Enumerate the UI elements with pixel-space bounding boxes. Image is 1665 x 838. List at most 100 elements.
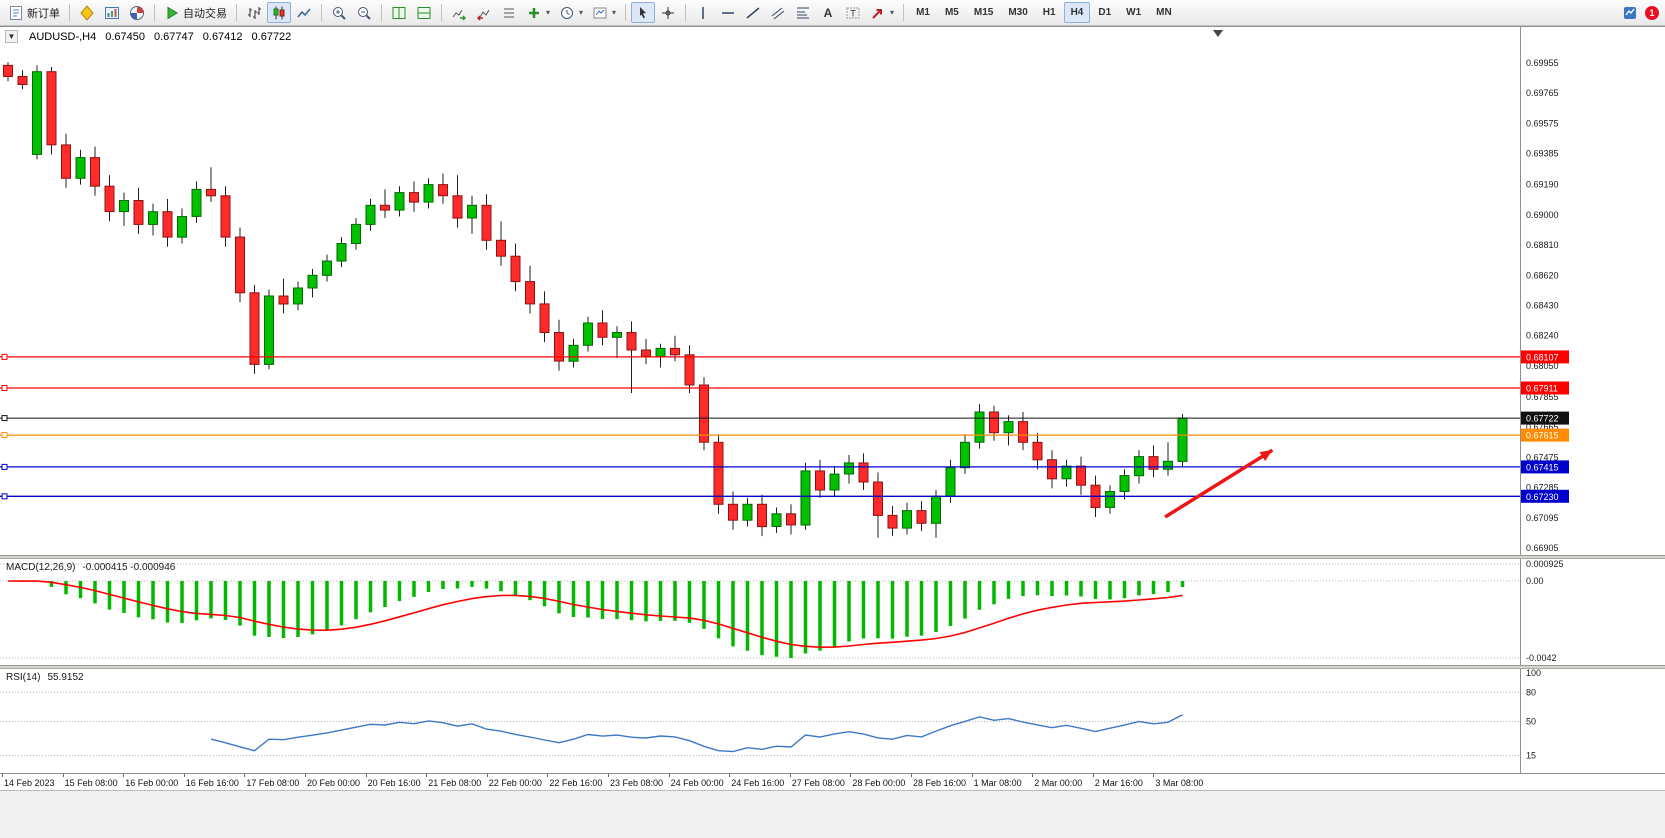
vertical-line-tool[interactable] [691, 2, 715, 23]
text-tool[interactable]: A [816, 2, 840, 23]
pane-separator[interactable] [0, 555, 1665, 559]
clock-icon [559, 5, 575, 21]
zoom-out-button[interactable] [352, 2, 376, 23]
charts-window-button[interactable] [100, 2, 124, 23]
svg-text:0.68107: 0.68107 [1526, 352, 1559, 362]
chart-shift-button[interactable] [472, 2, 496, 23]
line-handle-icon [1, 463, 8, 470]
time-label: 16 Feb 16:00 [185, 778, 239, 788]
timeframe-m30[interactable]: M30 [1001, 2, 1034, 23]
bar-chart-button[interactable] [242, 2, 266, 23]
horizontal-line-tool[interactable] [716, 2, 740, 23]
add-indicator-button[interactable]: ▾ [522, 2, 554, 23]
svg-text:50: 50 [1526, 717, 1536, 727]
crosshair-icon [660, 5, 676, 21]
rsi-pane[interactable]: 100 80 50 15 RSI(14) 55.9152 [0, 669, 1665, 773]
resistance-line-2[interactable] [0, 385, 1520, 391]
chevron-down-icon: ▾ [546, 8, 551, 17]
pivot-line[interactable] [0, 432, 1520, 439]
line-chart-icon [296, 5, 312, 21]
autotrading-button[interactable]: 自动交易 [160, 2, 231, 23]
time-axis[interactable]: 14 Feb 2023 15 Feb 08:00 16 Feb 00:00 16 Fe… [0, 773, 1665, 791]
timeframe-d1[interactable]: D1 [1091, 2, 1118, 23]
line-chart-button[interactable] [292, 2, 316, 23]
chart-collapse-button[interactable]: ▼ [5, 30, 18, 43]
candlestick-chart-button[interactable] [267, 2, 291, 23]
svg-text:0.68050: 0.68050 [1526, 361, 1559, 371]
object-list-button[interactable] [497, 2, 521, 23]
periods-button[interactable]: ▾ [555, 2, 587, 23]
trend-arrow[interactable] [1164, 448, 1274, 519]
support-line-1[interactable] [0, 463, 1520, 470]
text-label-tool[interactable]: T [841, 2, 865, 23]
timeframe-h1[interactable]: H1 [1036, 2, 1063, 23]
time-label: 2 Mar 00:00 [1034, 778, 1083, 788]
svg-text:0.69385: 0.69385 [1526, 149, 1559, 159]
time-label: 15 Feb 08:00 [64, 778, 118, 788]
news-button[interactable] [1618, 2, 1642, 23]
ohlc-high: 0.67747 [154, 30, 194, 43]
chart-shift-marker[interactable] [1213, 30, 1223, 37]
time-label: 3 Mar 08:00 [1155, 778, 1204, 788]
svg-text:0.67230: 0.67230 [1526, 492, 1559, 502]
bar-chart-icon [246, 5, 262, 21]
templates-button[interactable]: ▾ [588, 2, 620, 23]
rsi-line [210, 714, 1183, 753]
alerts-icon [1622, 5, 1638, 21]
macd-values: -0.000415 -0.000946 [82, 562, 176, 573]
timeframe-w1[interactable]: W1 [1119, 2, 1148, 23]
price-pane[interactable]: 0.69955 0.69765 0.69575 0.69385 0.69190 0.690… [0, 27, 1665, 555]
new-order-button[interactable]: 新订单 [4, 2, 64, 23]
time-tick [305, 774, 306, 777]
svg-text:0.67665: 0.67665 [1526, 422, 1559, 432]
cursor-tool-button[interactable] [631, 2, 656, 23]
toolbar-separator [625, 4, 627, 21]
pane-separator[interactable] [0, 665, 1665, 669]
resistance-line-1[interactable] [0, 353, 1520, 360]
new-chart-button[interactable] [412, 2, 436, 23]
macd-pane[interactable]: 0.000925 0.00 -0.0042 MACD(12,26,9) -0.000… [0, 559, 1665, 665]
svg-text:80: 80 [1526, 687, 1536, 697]
crosshair-tool-button[interactable] [656, 2, 680, 23]
charts-tile-icon [104, 5, 120, 21]
market-watch-button[interactable] [125, 2, 149, 23]
chart-symbol-period: AUDUSD-,H4 [29, 30, 97, 43]
current-price-line[interactable] [0, 415, 1520, 422]
svg-text:0.69765: 0.69765 [1526, 88, 1559, 98]
fibonacci-tool[interactable] [791, 2, 815, 23]
timeframe-m15[interactable]: M15 [967, 2, 1000, 23]
timeframe-h4[interactable]: H4 [1063, 2, 1091, 23]
channel-tool[interactable] [766, 2, 790, 23]
zoom-in-button[interactable] [327, 2, 351, 23]
arrows-tool[interactable]: ▾ [866, 2, 898, 23]
time-tick [547, 774, 549, 777]
time-tick [365, 774, 367, 777]
macd-axis-labels: 0.000925 0.00 -0.0042 [1526, 559, 1564, 663]
rsi-chart-svg: 100 80 50 15 [0, 669, 1541, 773]
support-line-2[interactable] [0, 493, 1520, 500]
macd-chart-svg: 0.000925 0.00 -0.0042 [0, 559, 1564, 665]
tile-windows-button[interactable] [387, 2, 411, 23]
bottom-strip [0, 790, 1665, 838]
timeframe-m15-label: M15 [973, 7, 994, 18]
candle-chart-icon [271, 5, 287, 21]
timeframe-m5[interactable]: M5 [938, 2, 966, 23]
time-label: 16 Feb 00:00 [125, 778, 179, 788]
timeframe-mn[interactable]: MN [1149, 2, 1179, 23]
metaeditor-button[interactable] [75, 2, 99, 23]
macd-label: MACD(12,26,9) [6, 562, 76, 573]
rsi-value: 55.9152 [47, 672, 84, 683]
toolbar-separator [321, 4, 322, 21]
trendline-tool[interactable] [741, 2, 765, 23]
indicator-add-icon [526, 5, 542, 21]
time-tick [486, 774, 488, 777]
timeframe-h1-label: H1 [1042, 7, 1056, 18]
time-label: 27 Feb 08:00 [791, 778, 845, 788]
chevron-down-icon: ▾ [612, 8, 617, 17]
auto-scroll-button[interactable] [447, 2, 471, 23]
timeframe-m1[interactable]: M1 [909, 2, 937, 23]
time-label: 14 Feb 2023 [4, 778, 55, 788]
time-tick [426, 774, 428, 777]
toolbar-right: 1 [1618, 2, 1661, 23]
svg-text:0.67722: 0.67722 [1526, 414, 1559, 424]
